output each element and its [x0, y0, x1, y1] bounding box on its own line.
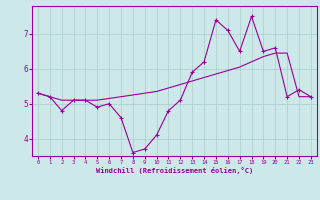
X-axis label: Windchill (Refroidissement éolien,°C): Windchill (Refroidissement éolien,°C) [96, 167, 253, 174]
